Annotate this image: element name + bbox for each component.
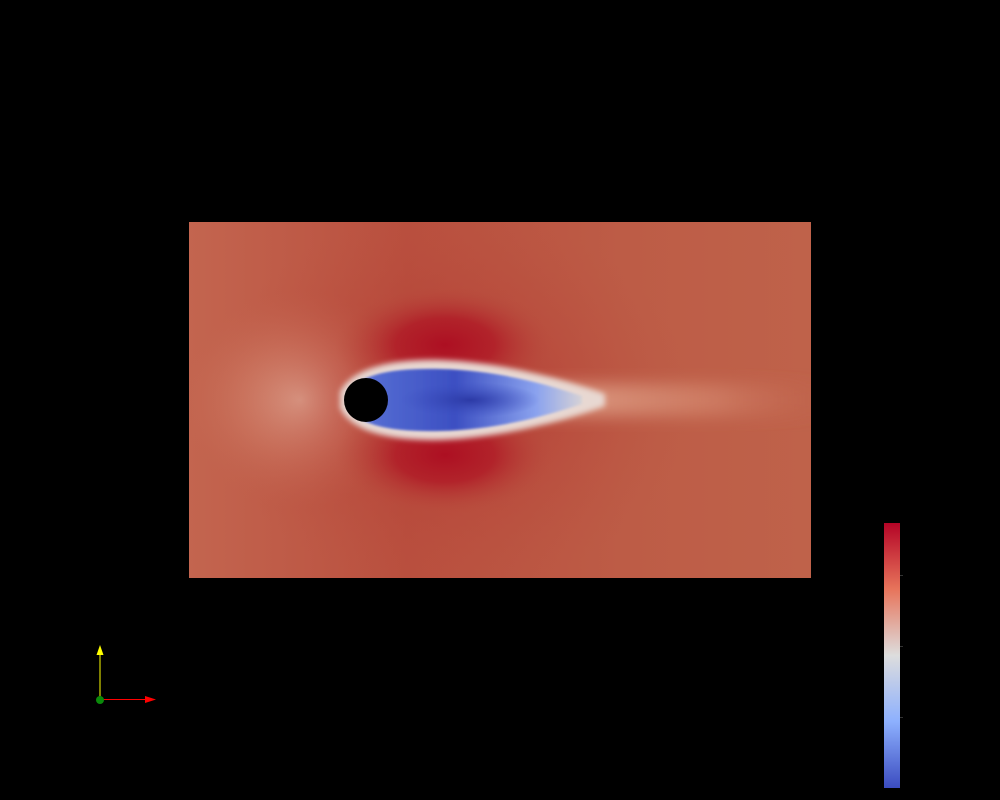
cylinder-obstacle (344, 378, 388, 422)
y-axis-arrow-icon (96, 645, 104, 655)
orientation-axes (96, 645, 156, 704)
wake-core (400, 382, 540, 418)
x-axis-arrow-icon (145, 696, 156, 703)
z-axis-dot (96, 696, 104, 704)
scalar-bar (884, 523, 903, 788)
scalar-bar-tick (900, 646, 903, 647)
scalar-bar-tick (900, 575, 903, 576)
flow-field (189, 222, 811, 578)
scalar-bar-tick (900, 717, 903, 718)
